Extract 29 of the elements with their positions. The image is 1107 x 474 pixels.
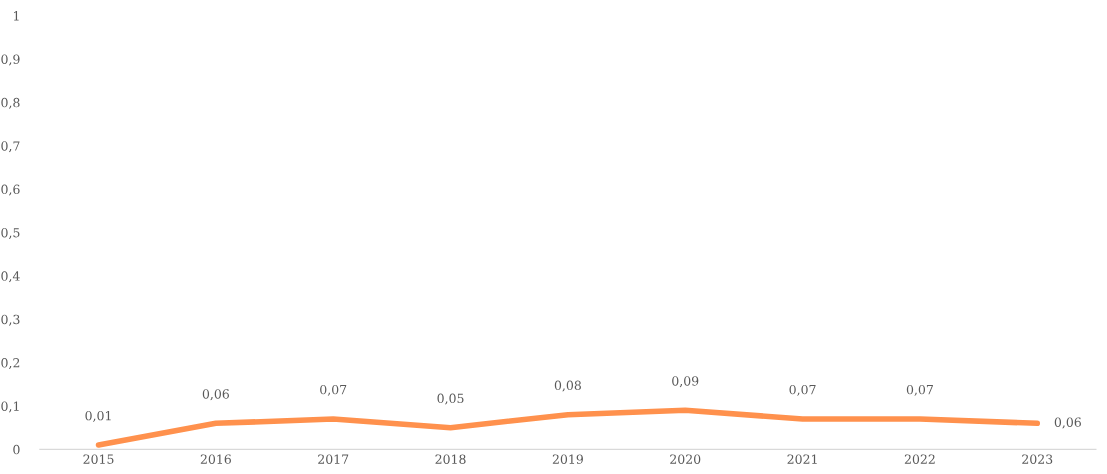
y-tick-label: 0,3 bbox=[1, 314, 20, 326]
data-label: 0,06 bbox=[202, 389, 229, 401]
y-tick-label: 0,2 bbox=[1, 358, 20, 370]
x-tick-label: 2016 bbox=[200, 454, 231, 464]
y-tick-label: 0,7 bbox=[1, 141, 20, 153]
data-label: 0,06 bbox=[1054, 417, 1081, 429]
x-tick-label: 2018 bbox=[435, 454, 466, 464]
y-tick-label: 0,4 bbox=[1, 271, 20, 283]
x-tick-label: 2015 bbox=[83, 454, 114, 464]
y-tick-label: 0,6 bbox=[1, 184, 20, 196]
x-tick-label: 2022 bbox=[904, 454, 935, 464]
data-label: 0,07 bbox=[906, 384, 933, 396]
y-tick-label: 0,8 bbox=[1, 97, 20, 109]
x-tick-label: 2020 bbox=[670, 454, 701, 464]
y-tick-label: 1 bbox=[13, 11, 19, 21]
x-tick-label: 2023 bbox=[1022, 454, 1053, 464]
x-tick-label: 2019 bbox=[552, 454, 583, 464]
x-tick-label: 2017 bbox=[318, 454, 349, 464]
data-label: 0,08 bbox=[554, 380, 581, 392]
y-tick-label: 0,9 bbox=[1, 54, 20, 66]
data-label: 0,07 bbox=[789, 384, 816, 396]
y-tick-label: 0,1 bbox=[1, 401, 19, 413]
data-label: 0,01 bbox=[85, 410, 111, 422]
data-label: 0,05 bbox=[437, 393, 464, 405]
data-label: 0,09 bbox=[672, 376, 699, 388]
y-tick-label: 0,5 bbox=[1, 227, 20, 239]
data-label: 0,07 bbox=[320, 384, 347, 396]
x-tick-label: 2021 bbox=[787, 454, 817, 464]
y-tick-label: 0 bbox=[13, 444, 20, 455]
